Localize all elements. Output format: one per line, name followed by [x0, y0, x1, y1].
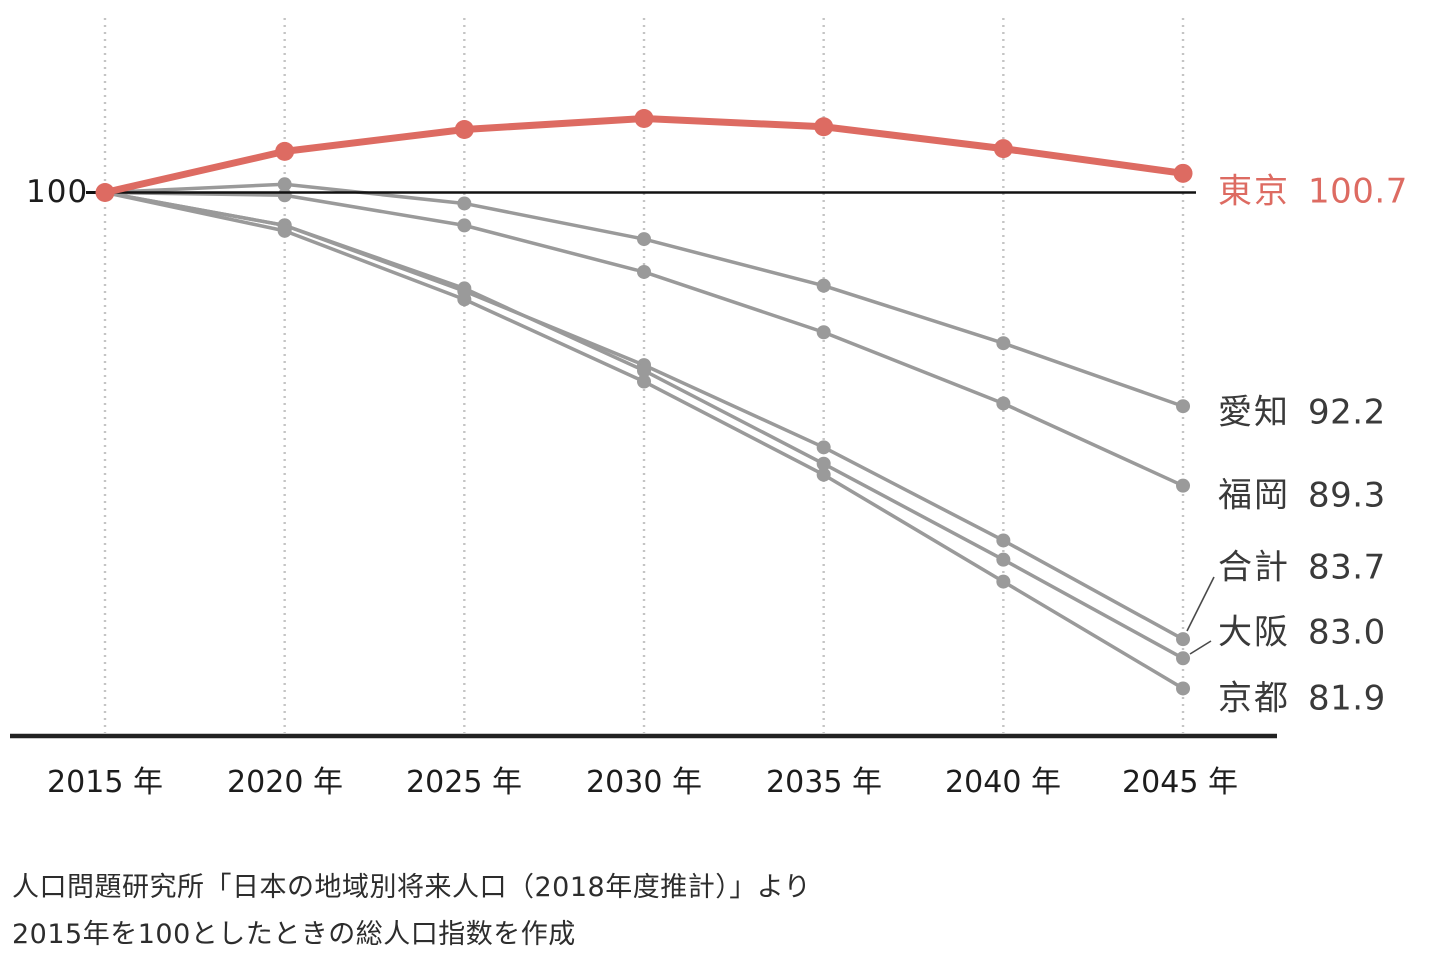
x-tick-2040: 2040 年: [945, 765, 1061, 800]
series-label-goukei: 合計 83.7: [1218, 540, 1386, 589]
series-final-value: 83.7: [1308, 547, 1386, 588]
series-label-aichi: 愛知 92.2: [1218, 385, 1386, 434]
source-note: 人口問題研究所「日本の地域別将来人口（2018年度推計）」より 2015年を10…: [12, 864, 811, 958]
x-tick-2035: 2035 年: [766, 765, 882, 800]
point-東京: [275, 141, 295, 161]
point-愛知: [637, 232, 652, 247]
series-name: 福岡: [1218, 475, 1290, 516]
point-大阪: [457, 281, 472, 296]
x-tick-2025: 2025 年: [406, 765, 522, 800]
point-大阪: [1176, 651, 1191, 666]
point-福岡: [277, 188, 292, 203]
point-東京: [1173, 163, 1193, 183]
point-愛知: [277, 177, 292, 192]
point-東京: [454, 119, 474, 139]
series-final-value: 92.2: [1308, 392, 1386, 433]
point-東京: [95, 183, 115, 202]
point-京都: [996, 574, 1011, 589]
x-tick-2030: 2030 年: [586, 765, 702, 800]
series-label-osaka: 大阪 83.0: [1218, 605, 1386, 654]
point-合計: [816, 440, 831, 455]
series-label-kyoto: 京都 81.9: [1218, 671, 1386, 720]
series-final-value: 100.7: [1308, 171, 1408, 212]
point-東京: [993, 139, 1013, 159]
series-name: 大阪: [1218, 612, 1290, 653]
point-京都: [1176, 681, 1191, 696]
series-final-value: 83.0: [1308, 612, 1386, 653]
point-東京: [814, 117, 834, 137]
point-福岡: [1176, 478, 1191, 493]
point-福岡: [816, 325, 831, 340]
y-axis-baseline-label: 100: [26, 174, 89, 210]
point-愛知: [996, 336, 1011, 351]
point-大阪: [816, 456, 831, 471]
series-label-tokyo: 東京 100.7: [1218, 164, 1408, 213]
point-京都: [277, 223, 292, 238]
series-label-fukuoka: 福岡 89.3: [1218, 468, 1386, 517]
point-京都: [457, 292, 472, 307]
x-tick-2045: 2045 年: [1122, 765, 1238, 800]
point-愛知: [1176, 399, 1191, 414]
series-name: 京都: [1218, 678, 1290, 719]
point-京都: [816, 467, 831, 482]
series-final-value: 81.9: [1308, 678, 1386, 719]
line-東京: [101, 115, 1187, 196]
point-福岡: [996, 396, 1011, 411]
point-福岡: [457, 218, 472, 233]
series-final-value: 89.3: [1308, 475, 1386, 516]
series-name: 東京: [1218, 171, 1290, 212]
source-note-line2: 2015年を100としたときの総人口指数を作成: [12, 919, 576, 950]
series-name: 愛知: [1218, 392, 1290, 433]
x-tick-2020: 2020 年: [227, 765, 343, 800]
point-愛知: [816, 278, 831, 293]
point-愛知: [457, 196, 472, 211]
point-福岡: [637, 264, 652, 279]
point-東京: [634, 109, 654, 129]
point-合計: [996, 533, 1011, 548]
source-note-line1: 人口問題研究所「日本の地域別将来人口（2018年度推計）」より: [12, 872, 812, 903]
point-大阪: [637, 363, 652, 378]
leader-osaka: [1189, 640, 1212, 655]
point-大阪: [996, 552, 1011, 567]
leader-goukei: [1186, 576, 1215, 632]
x-tick-2015: 2015 年: [47, 765, 163, 800]
point-合計: [1176, 632, 1191, 647]
series-name: 合計: [1218, 547, 1290, 588]
point-京都: [637, 374, 652, 389]
